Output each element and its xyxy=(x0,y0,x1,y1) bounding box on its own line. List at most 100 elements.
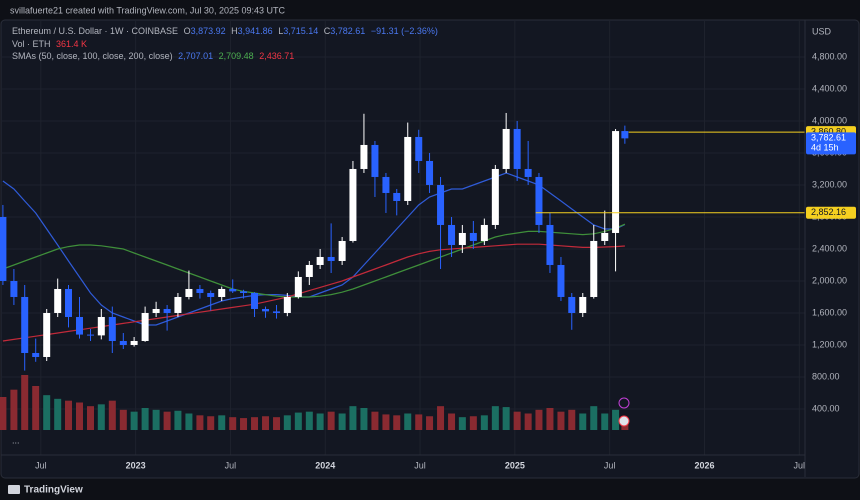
volume-bar xyxy=(294,412,302,430)
candle-body xyxy=(32,352,40,357)
last-price-label: 3,782.61 xyxy=(811,133,846,143)
candle-body xyxy=(327,256,335,261)
candle-body xyxy=(185,288,193,297)
volume-bar xyxy=(152,409,160,430)
candle-body xyxy=(207,292,215,297)
x-tick-label: 2025 xyxy=(505,460,525,470)
candle-body xyxy=(240,291,248,293)
candle-body xyxy=(174,296,182,313)
volume-bar xyxy=(305,411,313,430)
legend-sma: SMAs (50, close, 100, close, 200, close)… xyxy=(12,51,294,61)
volume-bar xyxy=(426,416,434,430)
logo-text: TradingView xyxy=(24,485,83,496)
candle-body xyxy=(491,168,499,225)
candle-body xyxy=(119,340,127,345)
candle-body xyxy=(601,232,609,241)
volume-bar xyxy=(54,398,62,430)
candle-body xyxy=(546,224,554,265)
y-tick-label: 4,800.00 xyxy=(812,51,847,61)
ohlc-letter: O xyxy=(184,26,191,36)
volume-bar xyxy=(360,408,368,430)
y-tick-label: 400.00 xyxy=(812,403,840,413)
sma-line xyxy=(2,172,626,326)
logo-mark xyxy=(8,485,20,494)
y-tick-label: 3,200.00 xyxy=(812,179,847,189)
candle-body xyxy=(10,280,18,297)
volume-bar xyxy=(524,413,532,430)
sma-value: 2,707.01 xyxy=(178,51,213,61)
close-value: 3,782.61 xyxy=(330,26,365,36)
x-tick-label: 2024 xyxy=(315,460,335,470)
volume-bar xyxy=(546,408,554,430)
candle-body xyxy=(273,311,281,313)
volume-bar xyxy=(393,415,401,430)
volume-bar xyxy=(612,409,620,430)
volume-bar xyxy=(535,409,543,430)
volume-bar xyxy=(327,411,335,430)
ohlc-letter: H xyxy=(231,26,238,36)
symbol-title: Ethereum / U.S. Dollar · 1W · COINBASE xyxy=(12,26,178,36)
candle-body xyxy=(590,240,598,297)
more-indicator: ... xyxy=(12,435,20,445)
candle-body xyxy=(568,296,576,313)
y-tick-label: 800.00 xyxy=(812,371,840,381)
candle-body xyxy=(535,176,543,225)
candle-body xyxy=(108,316,116,341)
candle-body xyxy=(426,160,434,185)
volume-bar xyxy=(43,395,51,430)
candle-body xyxy=(294,276,302,297)
candle-body xyxy=(437,184,445,225)
volume-bar xyxy=(76,402,84,430)
candle-body xyxy=(480,224,488,241)
y-tick-label: 2,000.00 xyxy=(812,275,847,285)
volume-bar xyxy=(283,415,291,430)
candle-body xyxy=(338,240,346,261)
sma-value: 2,709.48 xyxy=(219,51,254,61)
candle-body xyxy=(196,288,204,293)
dividend-icon xyxy=(618,415,630,427)
y-tick-label: 4,400.00 xyxy=(812,83,847,93)
candle-body xyxy=(262,308,270,312)
x-tick-label: Jul xyxy=(35,460,47,470)
change-value: −91.31 (−2.36%) xyxy=(371,26,438,36)
candle-body xyxy=(371,144,379,177)
x-tick-label: Jul xyxy=(414,460,426,470)
candle-body xyxy=(458,232,466,245)
candle-body xyxy=(557,264,565,297)
candle-body xyxy=(152,308,160,313)
volume-bar xyxy=(502,407,510,430)
candle-body xyxy=(469,232,477,241)
level-label-box xyxy=(806,206,856,219)
volume-bar xyxy=(437,406,445,430)
volume-bar xyxy=(141,408,149,430)
volume-bar xyxy=(251,417,259,430)
countdown-label: 4d 15h xyxy=(811,143,839,153)
volume-bar xyxy=(196,415,204,430)
candle-body xyxy=(621,131,629,139)
volume-bar xyxy=(371,411,379,430)
last-price-box xyxy=(806,132,856,155)
event-icon xyxy=(618,397,630,409)
volume-bar xyxy=(218,415,226,430)
candle-body xyxy=(229,288,237,292)
x-tick-label: 2023 xyxy=(126,460,146,470)
volume-bar xyxy=(108,400,116,430)
volume-bar xyxy=(229,417,237,430)
y-tick-label: 4,000.00 xyxy=(812,115,847,125)
volume-bar xyxy=(119,409,127,430)
volume-bar xyxy=(87,406,95,430)
volume-bar xyxy=(579,413,587,430)
volume-bar xyxy=(415,414,423,430)
candle-body xyxy=(0,216,7,281)
volume-bar xyxy=(404,413,412,430)
low-value: 3,715.14 xyxy=(283,26,318,36)
volume-bar xyxy=(469,416,477,430)
candle-body xyxy=(305,264,313,277)
candle-body xyxy=(43,312,51,357)
volume-bar xyxy=(382,414,390,430)
candle-body xyxy=(360,144,368,169)
volume-bar xyxy=(601,413,609,430)
sma-line xyxy=(2,243,625,342)
ohlc-letter: L xyxy=(278,26,283,36)
